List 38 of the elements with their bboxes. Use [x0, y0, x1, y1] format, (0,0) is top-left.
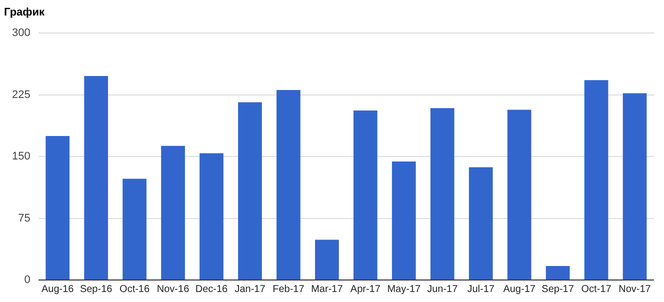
x-tick-label: Jan-17: [234, 284, 266, 295]
x-tick-label: Sep-16: [80, 284, 113, 295]
bar: [392, 162, 416, 280]
bar: [584, 80, 608, 280]
y-tick-label: 300: [12, 27, 30, 40]
x-tick-label: Aug-17: [503, 284, 536, 295]
y-tick-label: 75: [18, 212, 30, 224]
x-tick-label: Apr-17: [350, 284, 381, 295]
y-tick-label: 0: [24, 274, 30, 286]
bar: [353, 110, 378, 280]
bar: [276, 90, 300, 280]
bar: [507, 110, 532, 280]
bar: [315, 240, 339, 280]
x-tick-label: Jun-17: [427, 284, 458, 295]
x-tick-label: Nov-17: [618, 284, 652, 295]
y-tick-label: 150: [12, 150, 30, 163]
y-tick-label: 225: [12, 88, 30, 101]
x-tick-label: Oct-17: [581, 284, 612, 295]
chart-title: График: [4, 6, 46, 19]
bar: [46, 136, 70, 280]
bar: [161, 146, 185, 280]
bar: [238, 102, 262, 280]
bar: [84, 76, 108, 280]
bar: [200, 153, 224, 280]
x-tick-label: Dec-16: [195, 284, 228, 295]
x-tick-label: Sep-17: [542, 284, 574, 295]
bar: [122, 178, 146, 280]
x-tick-label: Feb-17: [272, 284, 305, 295]
x-tick-label: Jul-17: [467, 284, 495, 295]
bar: [430, 108, 454, 280]
x-tick-label: Mar-17: [311, 284, 344, 295]
bar: [546, 266, 570, 280]
x-tick-label: Aug-16: [41, 284, 74, 295]
x-tick-label: May-17: [387, 284, 421, 295]
bar: [468, 167, 493, 280]
x-tick-label: Oct-16: [120, 284, 150, 295]
bar: [622, 93, 647, 280]
x-tick-label: Nov-16: [156, 284, 190, 295]
